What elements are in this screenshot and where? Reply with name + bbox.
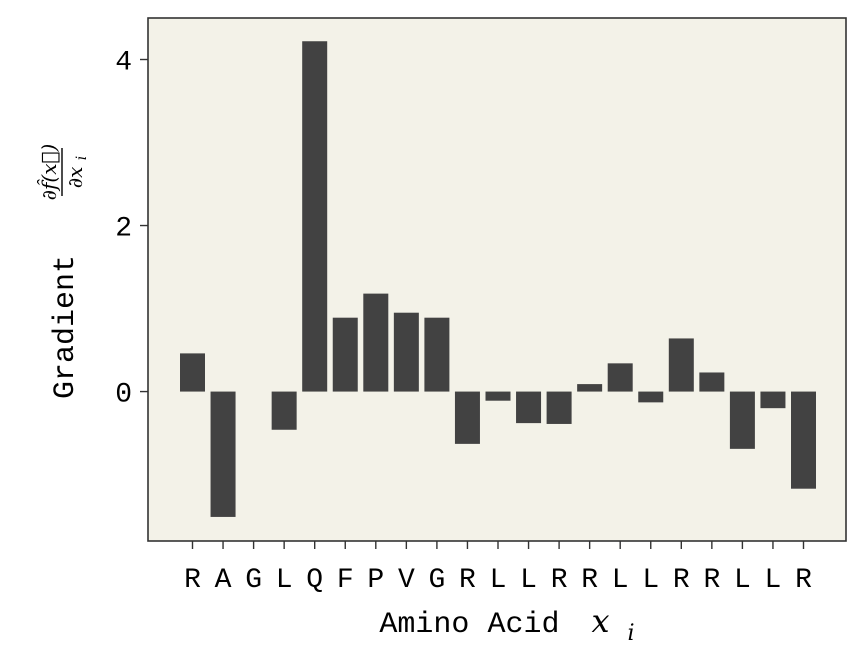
y-axis-label: Gradient ∂f̂(x⃗) ∂x i: [37, 144, 90, 399]
x-tick-label: L: [490, 565, 507, 596]
y-axis-label-denominator-sub: i: [74, 156, 90, 160]
x-tick-label: L: [276, 565, 293, 596]
bar-p-7: [363, 293, 389, 392]
x-axis-label-text: Amino Acid: [379, 608, 559, 642]
bar-l-16: [638, 391, 664, 403]
x-tick-label: F: [337, 565, 354, 596]
x-tick-label: Q: [306, 565, 323, 596]
y-axis-label-fraction: ∂f̂(x⃗) ∂x i: [37, 144, 90, 201]
x-tick-label: G: [245, 565, 262, 596]
y-axis-label-denominator-text: ∂x: [63, 167, 87, 189]
x-tick-label: R: [184, 565, 201, 596]
x-tick-label: R: [551, 565, 568, 596]
bar-r-17: [668, 338, 694, 392]
bar-l-4: [271, 391, 297, 430]
x-tick-label: P: [367, 565, 384, 596]
bar-l-19: [729, 391, 755, 449]
bar-l-12: [516, 391, 542, 424]
bars-group: [180, 41, 816, 517]
bar-q-5: [302, 41, 328, 392]
x-tick-label: L: [642, 565, 659, 596]
y-tick-label: 2: [115, 214, 132, 245]
y-tick-label: 4: [115, 48, 132, 79]
bar-r-21: [791, 391, 816, 489]
bar-v-8: [393, 312, 419, 392]
bar-l-20: [760, 391, 786, 409]
x-tick-label: R: [581, 565, 598, 596]
x-axis-label-math-sub: i: [628, 621, 635, 646]
plot-frame: [147, 17, 847, 542]
x-tick-label: R: [703, 565, 720, 596]
bar-r-14: [577, 384, 603, 392]
x-tick-label: R: [459, 565, 476, 596]
y-axis: 0 2 4: [115, 48, 148, 411]
y-axis-label-numerator: ∂f̂(x⃗): [37, 144, 61, 201]
y-tick-label: 0: [115, 380, 132, 411]
x-tick-label: A: [215, 565, 232, 596]
x-tick-label: L: [765, 565, 782, 596]
x-tick-label: R: [795, 565, 812, 596]
bar-l-11: [485, 391, 511, 401]
plot-area: [148, 18, 846, 541]
bar-r-13: [546, 391, 572, 424]
x-tick-label: R: [673, 565, 690, 596]
bar-a-2: [210, 391, 236, 517]
x-tick-label: L: [734, 565, 751, 596]
bar-r-18: [699, 372, 725, 392]
x-tick-label: G: [428, 565, 445, 596]
x-tick-label: L: [520, 565, 537, 596]
bar-l-15: [607, 363, 633, 392]
bar-f-6: [332, 317, 358, 392]
bar-r-10: [454, 391, 480, 444]
x-tick-label: V: [398, 565, 415, 596]
bar-r-1: [180, 353, 205, 392]
bar-g-9: [424, 317, 450, 392]
x-axis-label: Amino Acid x i: [379, 602, 634, 646]
x-tick-label: L: [612, 565, 629, 596]
y-axis-label-text: Gradient: [49, 255, 83, 399]
y-axis-label-denominator: ∂x i: [63, 156, 90, 188]
x-axis-label-math: x: [591, 602, 609, 640]
